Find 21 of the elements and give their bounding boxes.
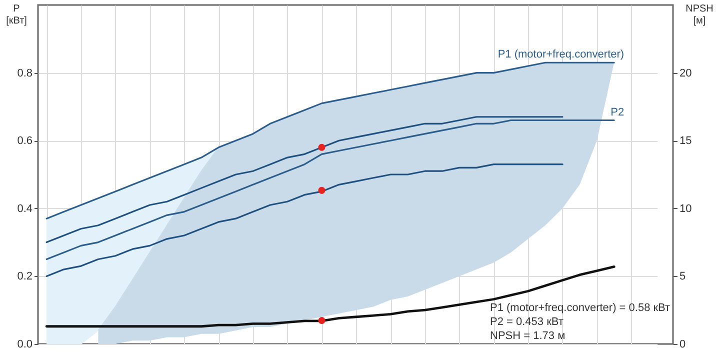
y-tick-label: 0.2: [17, 270, 32, 283]
annotation: P1 (motor+freq.converter) = 0.58 кВт: [490, 302, 670, 314]
series-label: P1 (motor+freq.converter): [498, 48, 624, 61]
line-series: [46, 164, 564, 277]
line-series: [45, 266, 616, 328]
line-series: [46, 119, 615, 260]
y2-tick-label: 5: [680, 270, 686, 283]
annotation: NPSH = 1.73 м: [490, 330, 566, 342]
annotation: P2 = 0.453 кВт: [490, 316, 564, 328]
y-tick-label: 0.0: [17, 338, 32, 350]
y2-tick-label: 0: [680, 338, 686, 350]
line-series: [46, 116, 564, 244]
y2-axis-title: NPSH [м]: [686, 4, 714, 26]
y-tick-label: 0.6: [17, 135, 32, 148]
y-tick-label: 0.4: [17, 202, 32, 215]
y2-tick-label: 20: [680, 67, 692, 80]
y2-tick-label: 10: [680, 202, 692, 215]
y-axis-title: P [кВт]: [6, 4, 28, 26]
y2-tick-label: 15: [680, 135, 692, 148]
series-label: P2: [610, 106, 624, 118]
y-tick-label: 0.8: [17, 67, 32, 80]
